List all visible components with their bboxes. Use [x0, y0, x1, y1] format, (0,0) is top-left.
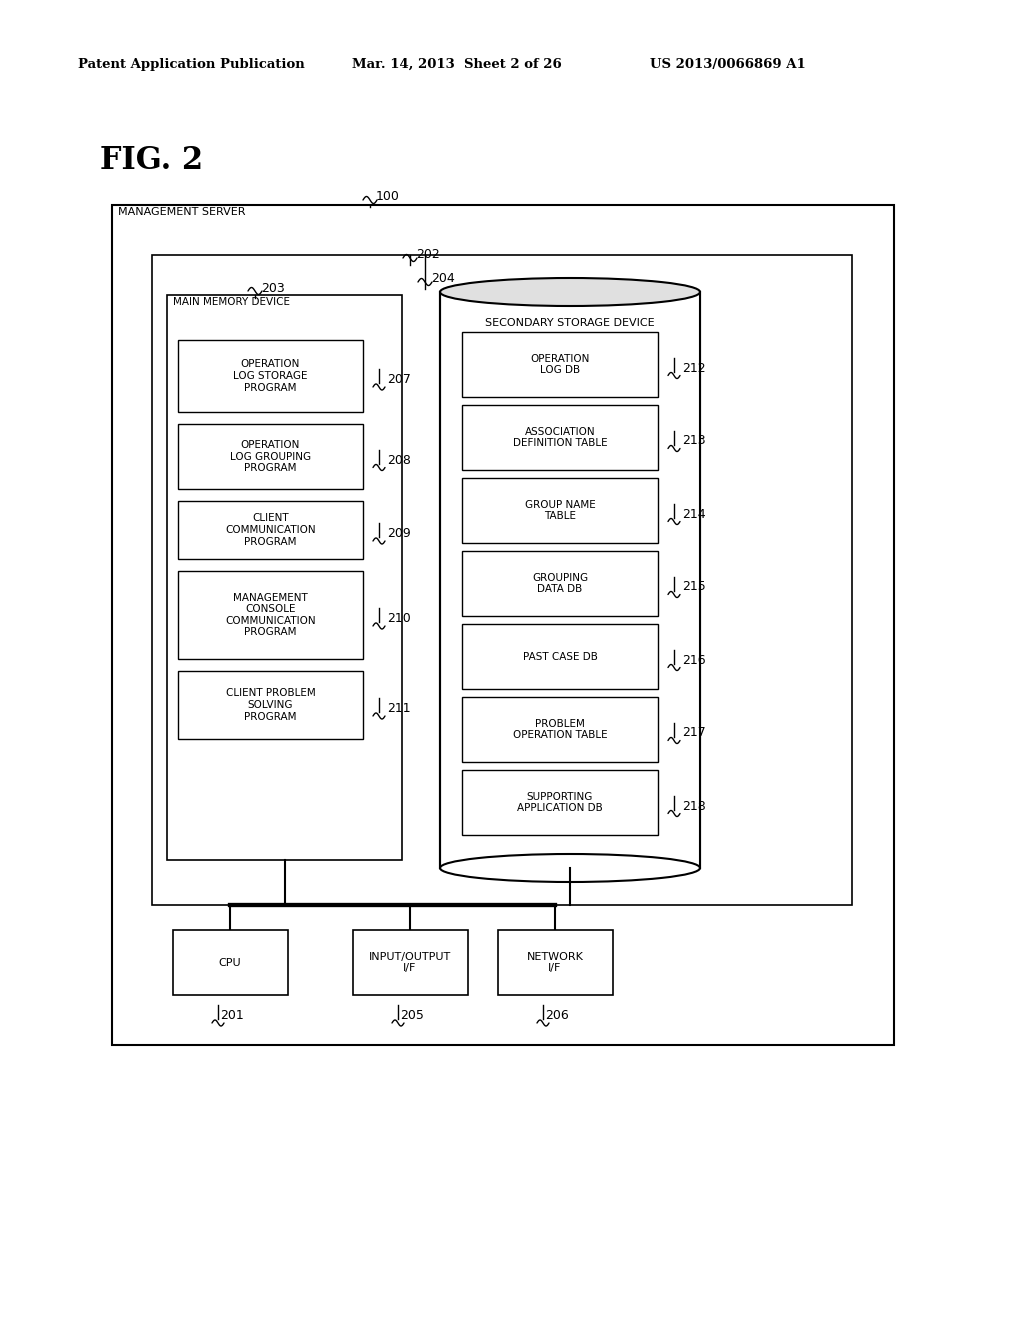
Ellipse shape	[440, 279, 700, 306]
Text: FIG. 2: FIG. 2	[100, 145, 203, 176]
Bar	[178, 424, 362, 488]
Bar	[462, 697, 658, 762]
Text: 214: 214	[682, 507, 706, 520]
Bar	[178, 671, 362, 739]
Text: SUPPORTING
APPLICATION DB: SUPPORTING APPLICATION DB	[517, 792, 603, 813]
Bar	[178, 341, 362, 412]
Text: 212: 212	[682, 362, 706, 375]
Text: MAIN MEMORY DEVICE: MAIN MEMORY DEVICE	[173, 297, 290, 308]
Text: GROUPING
DATA DB: GROUPING DATA DB	[531, 573, 588, 594]
Text: NETWORK
I/F: NETWORK I/F	[526, 952, 584, 973]
Text: 203: 203	[261, 282, 285, 294]
Text: SECONDARY STORAGE DEVICE: SECONDARY STORAGE DEVICE	[485, 318, 654, 327]
Text: 208: 208	[387, 454, 411, 466]
Bar	[178, 572, 362, 659]
Text: 215: 215	[682, 581, 706, 594]
Text: GROUP NAME
TABLE: GROUP NAME TABLE	[524, 500, 595, 521]
Text: CLIENT PROBLEM
SOLVING
PROGRAM: CLIENT PROBLEM SOLVING PROGRAM	[225, 689, 315, 722]
Text: OPERATION
LOG STORAGE
PROGRAM: OPERATION LOG STORAGE PROGRAM	[233, 359, 308, 392]
Text: 207: 207	[387, 374, 411, 385]
Text: MANAGEMENT SERVER: MANAGEMENT SERVER	[118, 207, 246, 216]
Bar	[462, 624, 658, 689]
Text: OPERATION
LOG DB: OPERATION LOG DB	[530, 354, 590, 375]
Text: 201: 201	[220, 1008, 244, 1022]
Text: Patent Application Publication: Patent Application Publication	[78, 58, 305, 71]
Text: ASSOCIATION
DEFINITION TABLE: ASSOCIATION DEFINITION TABLE	[513, 426, 607, 449]
Bar	[167, 294, 402, 861]
Text: CLIENT
COMMUNICATION
PROGRAM: CLIENT COMMUNICATION PROGRAM	[225, 513, 315, 546]
Text: 217: 217	[682, 726, 706, 739]
Text: CPU: CPU	[219, 957, 242, 968]
Text: 218: 218	[682, 800, 706, 813]
Bar	[498, 931, 612, 995]
Bar	[462, 770, 658, 836]
Text: Mar. 14, 2013  Sheet 2 of 26: Mar. 14, 2013 Sheet 2 of 26	[352, 58, 562, 71]
Bar	[178, 502, 362, 558]
Bar	[352, 931, 468, 995]
Text: 202: 202	[416, 248, 439, 261]
Text: 209: 209	[387, 527, 411, 540]
Text: 100: 100	[376, 190, 400, 203]
Bar	[172, 931, 288, 995]
Ellipse shape	[440, 854, 700, 882]
Text: 216: 216	[682, 653, 706, 667]
Text: 210: 210	[387, 612, 411, 624]
Bar	[462, 333, 658, 397]
Bar	[440, 292, 700, 869]
Text: 205: 205	[400, 1008, 424, 1022]
Bar	[152, 255, 852, 906]
Text: OPERATION
LOG GROUPING
PROGRAM: OPERATION LOG GROUPING PROGRAM	[230, 440, 311, 473]
Text: 213: 213	[682, 434, 706, 447]
Text: MANAGEMENT
CONSOLE
COMMUNICATION
PROGRAM: MANAGEMENT CONSOLE COMMUNICATION PROGRAM	[225, 593, 315, 638]
Text: 204: 204	[431, 272, 455, 285]
Text: 211: 211	[387, 702, 411, 715]
Text: US 2013/0066869 A1: US 2013/0066869 A1	[650, 58, 806, 71]
Bar	[462, 478, 658, 543]
Bar	[462, 405, 658, 470]
Bar	[462, 550, 658, 616]
Bar	[441, 292, 698, 869]
Text: PROBLEM
OPERATION TABLE: PROBLEM OPERATION TABLE	[513, 718, 607, 741]
Text: 206: 206	[545, 1008, 568, 1022]
Text: INPUT/OUTPUT
I/F: INPUT/OUTPUT I/F	[369, 952, 452, 973]
Bar	[112, 205, 894, 1045]
Text: PAST CASE DB: PAST CASE DB	[522, 652, 597, 661]
